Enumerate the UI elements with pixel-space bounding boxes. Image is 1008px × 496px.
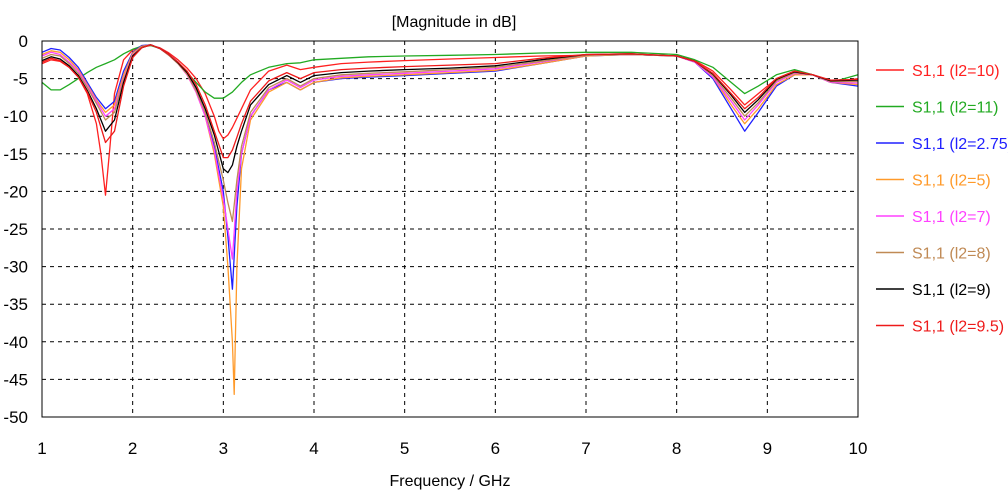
series-line [41, 44, 859, 290]
legend-label: S1,1 (l2=9.5) [912, 319, 1004, 336]
x-tick-label: 9 [763, 439, 772, 458]
x-tick-label: 5 [400, 439, 409, 458]
legend-label: S1,1 (l2=9) [912, 282, 991, 299]
y-tick-label: -35 [3, 295, 28, 314]
series-line [41, 44, 859, 99]
y-tick-label: -25 [3, 220, 28, 239]
x-tick-label: 4 [309, 439, 318, 458]
series-line [41, 44, 858, 223]
series-lines [41, 44, 859, 396]
x-tick-label: 1 [37, 439, 46, 458]
y-tick-label: -45 [3, 370, 28, 389]
x-axis-label: Frequency / GHz [390, 473, 511, 490]
plot-frame [41, 40, 859, 418]
legend-label: S1,1 (l2=5) [912, 173, 991, 190]
x-tick-label: 8 [672, 439, 681, 458]
x-tick-label: 3 [219, 439, 228, 458]
legend-label: S1,1 (l2=11) [912, 100, 998, 117]
series-line [41, 44, 859, 196]
legend-label: S1,1 (l2=2.75) [912, 136, 1008, 153]
legend-label: S1,1 (l2=7) [912, 209, 991, 226]
y-tick-label: -30 [3, 258, 28, 277]
y-tick-label: 0 [19, 32, 28, 51]
x-tick-label: 2 [128, 439, 137, 458]
legend-label: S1,1 (l2=8) [912, 246, 991, 263]
y-tick-label: -50 [3, 408, 28, 427]
y-tick-label: -15 [3, 145, 28, 164]
y-tick-label: -20 [3, 182, 28, 201]
y-tick-label: -10 [3, 107, 28, 126]
legend-label: S1,1 (l2=10) [912, 63, 1000, 80]
legend: S1,1 (l2=10) S1,1 (l2=11) S1,1 (l2=2.75) S1… [876, 63, 1008, 336]
x-tick-label: 7 [581, 439, 590, 458]
x-tick-label: 6 [491, 439, 500, 458]
tick-labels: 1 2 3 4 5 6 7 8 9 10 0 -5 -10 -15 -20 -25 -30 -35 -40 -45 -5… [3, 32, 867, 458]
x-tick-label: 10 [849, 439, 868, 458]
grid [42, 41, 858, 417]
chart-title: [Magnitude in dB] [392, 14, 517, 31]
y-tick-label: -40 [3, 333, 28, 352]
y-tick-label: -5 [13, 70, 28, 89]
series-line [41, 44, 859, 260]
series-line [41, 44, 859, 159]
